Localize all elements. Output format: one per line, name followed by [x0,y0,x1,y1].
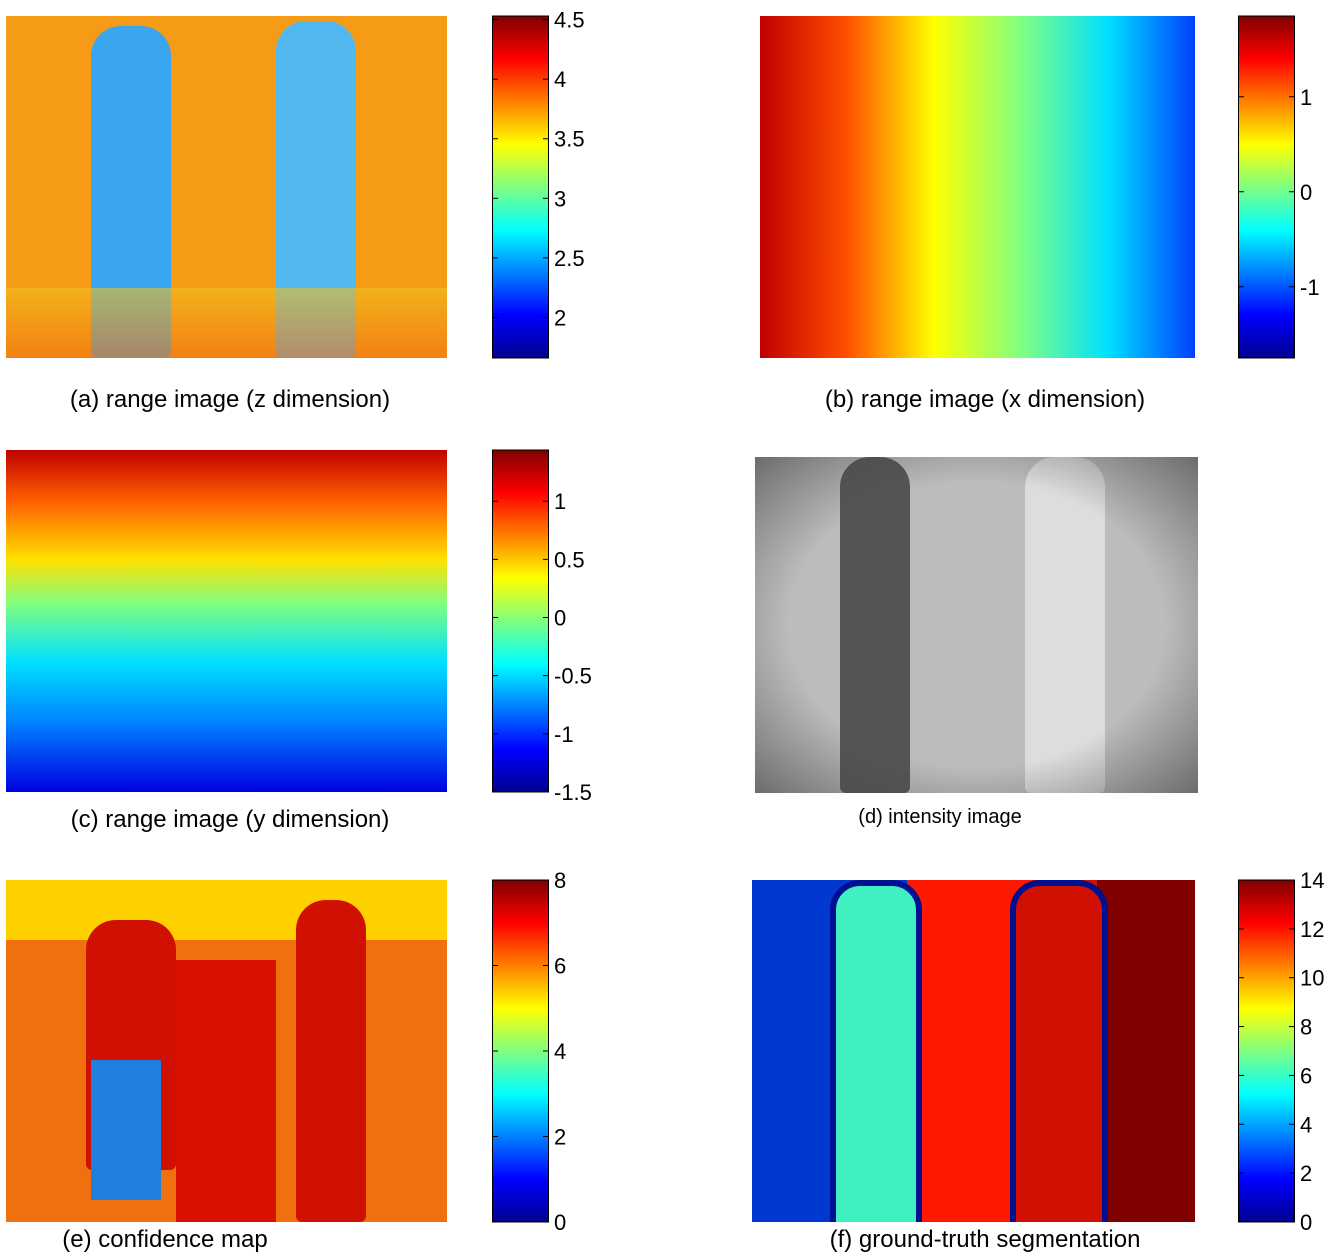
tick-label: 8 [1300,1015,1312,1040]
colorbar-gradient [493,450,549,792]
colorbar: -1.5 -1 -0.5 0 0.5 1 [492,440,592,802]
tick-label: 0 [1300,180,1312,205]
colorbar: -1 0 1 [1238,6,1338,368]
tick-label: 0 [554,606,566,631]
caption: (d) intensity image [858,806,1021,829]
tick-label: -1 [1300,275,1320,300]
tick-label: -1.5 [554,780,592,805]
colorbar-gradient [1239,880,1295,1222]
caption: (a) range image (z dimension) [70,386,390,414]
tick-label: 6 [1300,1063,1312,1088]
colorbar-gradient [493,16,549,358]
tick-label: 0 [554,1210,566,1235]
colorbar: 0 2 4 6 8 [492,870,592,1232]
tick-label: 2 [554,305,566,330]
tick-label: 4.5 [554,8,585,33]
tick-label: -0.5 [554,664,592,689]
colorbar-gradient [493,880,549,1222]
tick-label: 6 [554,954,566,979]
tick-label: 2.5 [554,246,585,271]
range-image-y [6,450,447,792]
tick-label: 1 [1300,85,1312,110]
tick-label: 0 [1300,1210,1312,1235]
tick-label: 10 [1300,966,1324,991]
range-image-x [760,16,1195,358]
tick-label: 4 [554,1039,566,1064]
caption: (c) range image (y dimension) [71,806,390,834]
colorbar: 0 2 4 6 8 10 12 14 [1238,870,1338,1232]
segmentation [752,880,1195,1222]
confidence-map [6,880,447,1222]
figure: (() => { const data = JSON.parse(documen… [0,0,1338,1260]
tick-label: 3.5 [554,127,585,152]
colorbar: 2 2.5 3 3.5 4 4.5 [492,6,592,368]
tick-label: 4 [554,67,566,92]
tick-label: 1 [554,489,566,514]
tick-label: 0.5 [554,547,585,572]
tick-label: 2 [554,1125,566,1150]
colorbar-gradient [1239,16,1295,358]
tick-label: 4 [1300,1112,1312,1137]
tick-label: -1 [554,722,574,747]
intensity-image [755,457,1198,793]
range-image-z [6,16,447,358]
tick-label: 12 [1300,917,1324,942]
tick-label: 3 [554,186,566,211]
caption: (e) confidence map [62,1226,267,1254]
tick-label: 14 [1300,868,1324,893]
tick-label: 8 [554,868,566,893]
caption: (b) range image (x dimension) [825,386,1145,414]
tick-label: 2 [1300,1161,1312,1186]
caption: (f) ground-truth segmentation [830,1226,1141,1254]
